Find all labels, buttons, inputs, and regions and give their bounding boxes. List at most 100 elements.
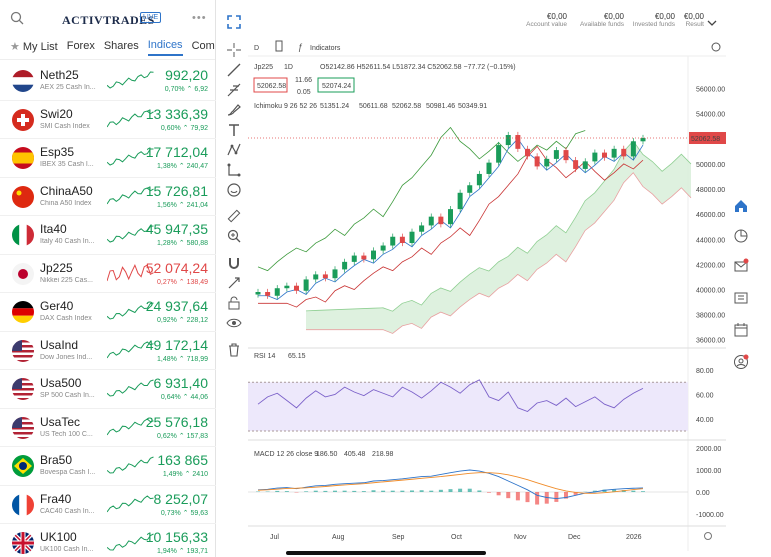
sell-box[interactable] bbox=[253, 77, 288, 93]
tab-label: Commo bbox=[191, 40, 215, 52]
sparkline bbox=[107, 148, 154, 166]
candle bbox=[582, 158, 588, 173]
macd-histogram-bar bbox=[352, 490, 357, 492]
panel-topbar: ACTIVTRADES LIVE ••• bbox=[0, 0, 215, 36]
flag-it-icon bbox=[12, 224, 34, 246]
instrument-row-esp35[interactable]: Esp35 IBEX 35 Cash I... 17 712,04 1,38% ⌃ 2… bbox=[0, 139, 216, 178]
instrument-name: Jp225 bbox=[40, 260, 73, 275]
ichimoku-value: 50981.46 bbox=[426, 103, 455, 110]
indicators-button[interactable]: Indicators bbox=[310, 45, 341, 52]
mail-icon[interactable] bbox=[733, 258, 749, 274]
instrument-row-jp225[interactable]: Jp225 Nikkei 225 Cas... 52 074,24 0,27% ⌃ 1… bbox=[0, 255, 216, 293]
portfolio-chart-icon[interactable] bbox=[733, 228, 749, 244]
axis-settings-icon[interactable] bbox=[704, 532, 712, 540]
macd-line bbox=[257, 469, 644, 500]
stay-drawing-icon[interactable] bbox=[226, 275, 242, 291]
tab-label: Forex bbox=[66, 40, 95, 52]
trendline-icon[interactable] bbox=[226, 62, 242, 78]
more-menu-icon[interactable]: ••• bbox=[192, 12, 207, 24]
instrument-row-chinaa50[interactable]: ChinaA50 China A50 Index 15 726,81 1,56% ⌃ … bbox=[0, 178, 216, 216]
text-icon[interactable] bbox=[226, 122, 242, 138]
macd-value: 218.98 bbox=[372, 451, 394, 458]
profile-icon[interactable] bbox=[733, 354, 749, 370]
instrument-row-neth25[interactable]: Neth25 AEX 25 Cash In... 992,20 0,70% ⌃ 6,9… bbox=[0, 62, 216, 101]
instrument-price: 52 074,24 bbox=[145, 259, 208, 276]
candle bbox=[351, 252, 357, 265]
macd-histogram-bar bbox=[429, 490, 434, 492]
instrument-row-fra40[interactable]: Fra40 CAC40 Cash In... 8 252,07 0,73% ⌃ 59,… bbox=[0, 486, 216, 524]
instrument-change: 0,92% ⌃ 228,12 bbox=[156, 317, 208, 324]
category-tabs: ★My List Forex Shares Indices Commo bbox=[0, 36, 215, 60]
pattern-icon[interactable] bbox=[226, 142, 242, 158]
macd-histogram-bar bbox=[410, 490, 414, 492]
magnet-icon[interactable] bbox=[226, 255, 242, 271]
chevron-down-icon[interactable] bbox=[707, 20, 717, 28]
rsi-axis-tick: 80.00 bbox=[696, 368, 714, 375]
trash-icon[interactable] bbox=[226, 342, 242, 358]
home-icon[interactable] bbox=[733, 198, 749, 214]
buy-box[interactable] bbox=[317, 77, 355, 93]
brush-icon[interactable] bbox=[226, 102, 242, 118]
sparkline bbox=[107, 302, 154, 320]
macd-histogram-bar bbox=[602, 489, 607, 492]
account-value: €0,00 bbox=[654, 12, 675, 21]
instrument-description: AEX 25 Cash In... bbox=[40, 84, 96, 91]
bid-price: 52062.58 bbox=[257, 83, 286, 90]
instrument-row-uk100[interactable]: UK100 UK100 Cash In... 10 156,33 1,94% ⌃ 19… bbox=[0, 524, 216, 557]
ichimoku-label: Ichimoku 9 26 52 26 bbox=[254, 103, 317, 110]
projection-icon[interactable] bbox=[226, 162, 242, 178]
instrument-change: 1,28% ⌃ 580,88 bbox=[156, 240, 208, 247]
instrument-row-usaind[interactable]: UsaInd Dow Jones Ind... 49 172,14 1,48% ⌃ 7… bbox=[0, 332, 216, 370]
eye-icon[interactable] bbox=[226, 315, 242, 331]
candle bbox=[313, 271, 319, 283]
price-axis-tick: 38000.00 bbox=[696, 313, 725, 320]
lock-icon[interactable] bbox=[226, 295, 242, 311]
span-b-line bbox=[306, 172, 692, 334]
search-icon[interactable] bbox=[10, 11, 24, 25]
macd-histogram-bar bbox=[342, 490, 347, 492]
zoom-icon[interactable] bbox=[226, 228, 242, 244]
tab-forex[interactable]: Forex bbox=[67, 40, 95, 55]
macd-histogram-bar bbox=[400, 490, 405, 492]
macd-histogram-bar bbox=[467, 488, 472, 492]
instrument-change: 1,56% ⌃ 241,04 bbox=[156, 201, 208, 209]
instrument-row-bra50[interactable]: Bra50 Bovespa Cash I... 163 865 1,49% ⌃ 241… bbox=[0, 447, 216, 486]
tab-shares[interactable]: Shares bbox=[104, 40, 139, 55]
fullscreen-icon[interactable] bbox=[226, 14, 242, 30]
macd-histogram-bar bbox=[496, 492, 501, 496]
ruler-icon[interactable] bbox=[226, 208, 242, 224]
tab-my-list[interactable]: ★ My List bbox=[10, 40, 58, 56]
tab-commo[interactable]: Commo bbox=[192, 40, 215, 55]
settings-gear-icon[interactable] bbox=[711, 42, 721, 52]
sparkline bbox=[107, 340, 154, 358]
instrument-name: Esp35 bbox=[40, 145, 75, 159]
candle-type-icon[interactable] bbox=[275, 40, 283, 52]
macd-histogram-bar bbox=[371, 490, 376, 492]
instrument-row-usa500[interactable]: Usa500 SP 500 Cash In... 6 931,40 0,64% ⌃ 4… bbox=[0, 370, 216, 409]
instrument-description: SP 500 Cash In... bbox=[40, 392, 95, 399]
instrument-price: 45 947,35 bbox=[145, 221, 208, 237]
price-chart[interactable]: D Indicators ƒ Jp225 1D O52142.86 H52611.54 L… bbox=[248, 36, 726, 551]
x-axis-tick: Oct bbox=[451, 534, 462, 541]
instrument-description: CAC40 Cash In... bbox=[40, 507, 95, 515]
instrument-row-ger40[interactable]: Ger40 DAX Cash Index 24 937,64 0,92% ⌃ 228,… bbox=[0, 293, 216, 332]
candle bbox=[274, 285, 280, 299]
emoji-icon[interactable] bbox=[226, 182, 242, 198]
calendar-icon[interactable] bbox=[733, 322, 749, 338]
instrument-change: 1,94% ⌃ 193,71 bbox=[156, 548, 208, 555]
instrument-row-swi20[interactable]: Swi20 SMI Cash Index 13 336,39 0,60% ⌃ 79,9… bbox=[0, 101, 216, 139]
instrument-change: 0,64% ⌃ 44,06 bbox=[160, 394, 208, 401]
timeframe-button[interactable]: D bbox=[254, 45, 259, 52]
instrument-name: Ger40 bbox=[40, 299, 74, 313]
macd-histogram-bar bbox=[612, 489, 617, 492]
instrument-row-usatec[interactable]: UsaTec US Tech 100 C... 25 576,18 0,62% ⌃ 1… bbox=[0, 409, 216, 447]
fib-icon[interactable] bbox=[226, 82, 242, 98]
account-value: €0,00 bbox=[683, 12, 704, 21]
news-icon[interactable] bbox=[733, 290, 749, 306]
ohlc-values: O52142.86 H52611.54 L51872.34 C52062.58 … bbox=[320, 64, 516, 71]
instrument-row-ita40[interactable]: Ita40 Italy 40 Cash In... 45 947,35 1,28% ⌃… bbox=[0, 216, 216, 255]
crosshair-icon[interactable] bbox=[226, 42, 242, 58]
tab-indices[interactable]: Indices bbox=[147, 39, 183, 56]
account-available-funds: €0,00 Available funds bbox=[580, 12, 624, 28]
x-axis-tick: Nov bbox=[514, 534, 527, 541]
